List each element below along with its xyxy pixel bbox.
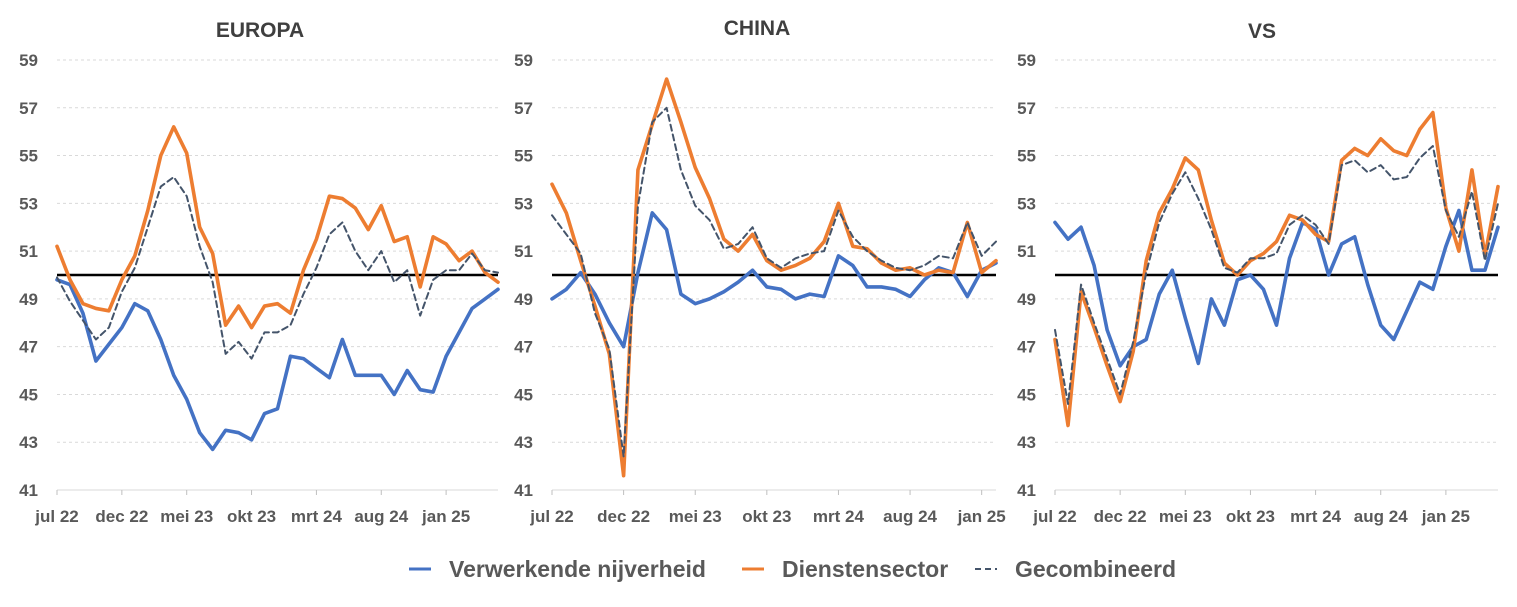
x-tick-label: mrt 24 — [813, 507, 865, 526]
x-tick-label: jan 25 — [1421, 507, 1470, 526]
x-tick-label: okt 23 — [227, 507, 276, 526]
x-tick-label: dec 22 — [95, 507, 148, 526]
x-tick-label: jan 25 — [957, 507, 1006, 526]
legend-label-dienstensector: Dienstensector — [782, 556, 948, 582]
y-tick-label: 59 — [19, 51, 38, 70]
y-tick-label: 57 — [19, 99, 38, 118]
y-tick-label: 51 — [19, 242, 38, 261]
panel-vs: 41 43 45 47 49 51 53 55 57 59 jul 22 dec 22 mei 23 ok… — [1017, 20, 1500, 526]
y-tick-label: 41 — [1017, 481, 1036, 500]
series-line-dienstensector — [55, 125, 500, 330]
panel-title: VS — [1248, 20, 1276, 43]
x-tick-label: jan 25 — [421, 507, 470, 526]
y-tick-label: 53 — [19, 194, 38, 213]
x-tick-label: okt 23 — [1226, 507, 1275, 526]
y-tick-label: 59 — [514, 51, 533, 70]
y-tick-label: 55 — [19, 147, 38, 166]
panel-europa: 41 43 45 47 49 51 53 55 57 59 jul 22 dec 22 mei 23 ok… — [19, 19, 500, 526]
x-tick-label: aug 24 — [1354, 507, 1408, 526]
y-tick-label: 45 — [19, 385, 38, 404]
x-tick-label: okt 23 — [742, 507, 791, 526]
series-line-verwerkende-nijverheid — [55, 277, 500, 452]
y-tick-label: 49 — [19, 290, 38, 309]
x-tick-label: jul 22 — [1032, 507, 1076, 526]
series-line-gecombineerd — [56, 176, 499, 360]
x-tick-label: dec 22 — [1094, 507, 1147, 526]
series-line-verwerkende-nijverheid — [550, 211, 998, 349]
series-line-gecombineerd — [1054, 145, 1499, 405]
x-tick-label: mei 23 — [160, 507, 213, 526]
y-tick-label: 53 — [514, 194, 533, 213]
y-tick-label: 51 — [514, 242, 533, 261]
series-line-gecombineerd — [551, 106, 997, 458]
x-tick-label: mei 23 — [669, 507, 722, 526]
y-tick-label: 55 — [1017, 147, 1036, 166]
y-tick-label: 57 — [1017, 99, 1036, 118]
x-tick-label: aug 24 — [354, 507, 408, 526]
y-tick-label: 43 — [514, 433, 533, 452]
y-tick-label: 57 — [514, 99, 533, 118]
legend-label-verwerkende-nijverheid: Verwerkende nijverheid — [449, 556, 706, 582]
legend: Verwerkende nijverheid Dienstensector Geco… — [409, 556, 1176, 582]
y-tick-label: 43 — [19, 433, 38, 452]
y-tick-label: 51 — [1017, 242, 1036, 261]
y-tick-label: 59 — [1017, 51, 1036, 70]
y-tick-label: 41 — [19, 481, 38, 500]
y-tick-label: 49 — [514, 290, 533, 309]
x-tick-label: mrt 24 — [291, 507, 343, 526]
y-tick-label: 47 — [19, 338, 38, 357]
series-line-dienstensector — [550, 77, 998, 478]
y-tick-label: 55 — [514, 147, 533, 166]
series-line-dienstensector — [1053, 110, 1500, 428]
y-tick-label: 47 — [1017, 338, 1036, 357]
x-tick-label: dec 22 — [597, 507, 650, 526]
y-tick-label: 41 — [514, 481, 533, 500]
panel-title: EUROPA — [216, 19, 304, 42]
y-tick-label: 47 — [514, 338, 533, 357]
y-tick-label: 43 — [1017, 433, 1036, 452]
x-tick-label: jul 22 — [34, 507, 78, 526]
panel-title: CHINA — [724, 17, 791, 40]
y-tick-label: 53 — [1017, 194, 1036, 213]
x-tick-label: mrt 24 — [1290, 507, 1342, 526]
legend-label-gecombineerd: Gecombineerd — [1015, 556, 1176, 582]
x-tick-label: jul 22 — [529, 507, 573, 526]
x-tick-label: mei 23 — [1159, 507, 1212, 526]
panel-china: 41 43 45 47 49 51 53 55 57 59 jul 22 dec 22 mei 23 ok… — [514, 17, 1006, 526]
series-line-verwerkende-nijverheid — [1053, 208, 1500, 368]
y-tick-label: 49 — [1017, 290, 1036, 309]
y-tick-label: 45 — [514, 385, 533, 404]
x-tick-label: aug 24 — [883, 507, 937, 526]
y-tick-label: 45 — [1017, 385, 1036, 404]
